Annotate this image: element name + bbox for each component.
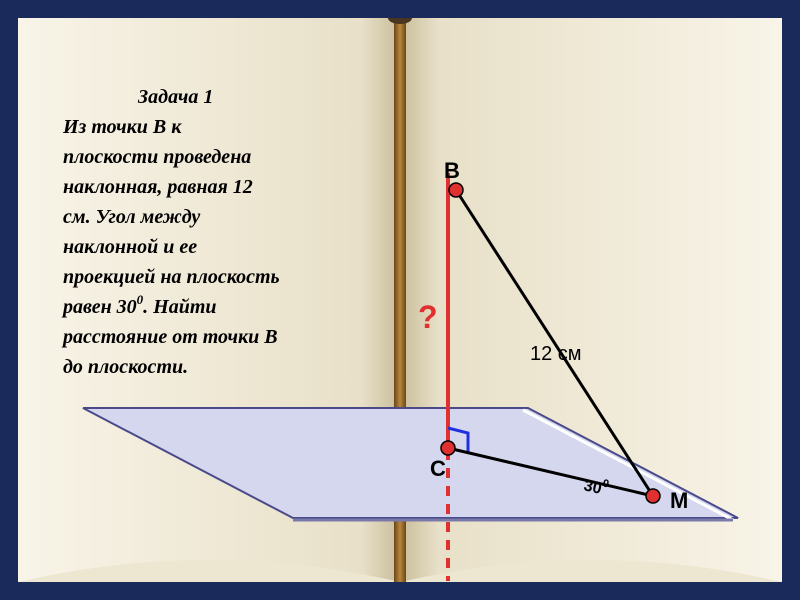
- label-question: ?: [418, 299, 438, 335]
- problem-line-1: Из точки В к: [62, 116, 182, 138]
- point-C: [441, 441, 455, 455]
- problem-line-5: наклонной и ее: [63, 236, 197, 258]
- problem-title: Задача 1: [137, 86, 213, 108]
- problem-line-2: плоскости проведена: [63, 146, 251, 168]
- diagram-svg: В С М ? 12 см 300 Задача 1 Из точки В к …: [18, 18, 782, 582]
- label-C: С: [430, 456, 446, 481]
- problem-line-3: наклонная, равная 12: [63, 176, 253, 198]
- label-M: М: [670, 488, 688, 513]
- label-B: В: [444, 158, 460, 183]
- problem-line-4: см. Угол между: [63, 206, 200, 228]
- point-B: [449, 183, 463, 197]
- problem-line-8: расстояние от точки В: [61, 326, 278, 348]
- label-length: 12 см: [530, 343, 582, 365]
- book-pages: В С М ? 12 см 300 Задача 1 Из точки В к …: [18, 18, 782, 582]
- problem-line-6: проекцией на плоскость: [63, 266, 280, 288]
- point-M: [646, 489, 660, 503]
- book-frame: В С М ? 12 см 300 Задача 1 Из точки В к …: [0, 0, 800, 600]
- problem-line-9: до плоскости.: [63, 356, 188, 378]
